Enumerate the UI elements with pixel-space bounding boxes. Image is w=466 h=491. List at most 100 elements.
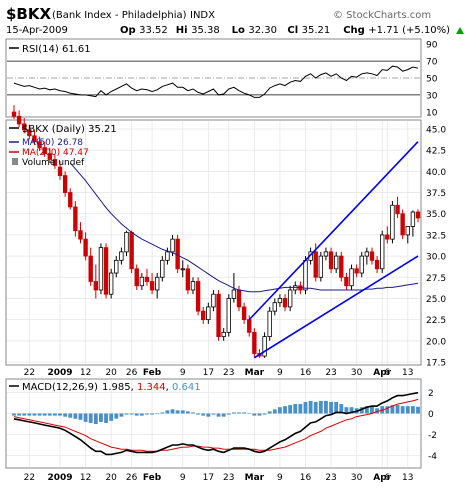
x-tick-label: 9 <box>277 473 283 483</box>
candle-body <box>37 141 42 149</box>
price-tick-label: 35.0 <box>426 210 446 220</box>
candle <box>415 209 421 223</box>
header-stat-label: Op <box>120 25 139 36</box>
macd-histogram-bar <box>339 404 344 414</box>
candle-body <box>287 289 293 308</box>
x-tick-label: 16 <box>300 368 312 378</box>
candle <box>221 328 226 341</box>
macd-histogram-bar <box>22 413 27 416</box>
price-layer: 45.0 42.5 40.0 37.5 35.0 32.5 30.0 27.5 25.0 22.5… <box>7 105 446 369</box>
candle <box>206 302 211 324</box>
candle-body <box>262 336 267 357</box>
header-stat-lo: Lo 32.30 <box>232 25 277 36</box>
header-stat-label: Hi <box>176 25 191 36</box>
rsi-tick-label: 90 <box>426 41 438 51</box>
candle <box>241 302 247 324</box>
price-panel <box>5 119 422 366</box>
macd-signal-line <box>13 398 419 452</box>
candle <box>349 264 354 290</box>
candle-body <box>252 331 257 354</box>
candle-body <box>165 251 170 261</box>
price-tick-label: 45.0 <box>426 126 446 136</box>
macd-legend: MACD(12,26,9) 1.985, 1.344, 0.641 <box>22 382 201 393</box>
candle <box>272 298 278 316</box>
candle <box>83 232 88 261</box>
candle-body <box>359 255 364 274</box>
header-symbol: $BKX <box>6 5 51 23</box>
candle <box>22 117 27 134</box>
x-tick-label: 26 <box>126 473 138 483</box>
macd-histogram-bar <box>237 412 241 414</box>
candle <box>180 260 185 278</box>
macd-histogram-bar <box>73 413 78 419</box>
macd-histogram-bar <box>170 409 175 414</box>
x-tick-label: 12 <box>80 473 91 483</box>
macd-histogram-bar <box>201 413 206 416</box>
candle <box>52 154 58 169</box>
macd-histogram-bar <box>17 413 22 416</box>
macd-histogram-bar <box>364 406 369 414</box>
macd-histogram-bar <box>165 410 170 414</box>
candle-body <box>206 306 211 321</box>
candle-body <box>98 247 104 291</box>
candle <box>42 141 47 157</box>
candle <box>175 234 180 274</box>
macd-histogram-bar <box>32 413 37 416</box>
candle <box>16 110 22 128</box>
candle-body <box>369 251 375 261</box>
x-tick-label: 20 <box>105 368 117 378</box>
macd-histogram-bar <box>88 413 93 423</box>
candle <box>114 256 119 278</box>
macd-histogram-bar <box>252 413 257 416</box>
macd-histogram-bar <box>191 412 195 414</box>
candle-body <box>380 234 385 270</box>
macd-histogram-bar <box>410 406 415 414</box>
macd-histogram-bar <box>37 413 42 416</box>
candle-body <box>57 166 63 177</box>
macd-histogram-bar <box>129 413 134 415</box>
macd-histogram-bar <box>267 411 272 414</box>
candle-body <box>231 289 237 299</box>
macd-histogram-bar <box>93 413 98 424</box>
macd-histogram-bar <box>196 413 201 415</box>
candle-body <box>339 255 344 278</box>
candle <box>160 256 165 282</box>
candle-body <box>190 281 196 291</box>
macd-histogram-bar <box>150 413 154 415</box>
rsi-line <box>13 65 419 98</box>
candle <box>144 268 150 286</box>
candle <box>134 264 139 290</box>
header-stat-hi: Hi 35.38 <box>176 25 220 36</box>
price-tick-label: 22.5 <box>426 316 446 326</box>
candle <box>32 129 37 146</box>
macd-histogram-bar <box>298 404 303 414</box>
macd-line <box>13 391 419 456</box>
rsi-tick-label: 30 <box>426 91 438 101</box>
candle-body <box>385 234 390 240</box>
macd-histogram-bar <box>231 412 236 414</box>
x-tick-label: 30 <box>351 473 363 483</box>
header-stat-label: Lo <box>232 25 249 36</box>
x-tick-label: 6 <box>384 368 390 378</box>
ma50-line <box>69 162 419 293</box>
x-tick-label: 9 <box>277 368 283 378</box>
macd-legend-name: MACD(12,26,9) <box>22 382 98 393</box>
candle-body <box>180 268 185 271</box>
candle <box>380 230 385 274</box>
rsi-tick-label: 10 <box>426 108 438 118</box>
macd-histogram-bar <box>99 413 103 422</box>
macd-histogram-bar <box>375 408 380 414</box>
candle <box>103 243 109 299</box>
candle-body <box>354 268 359 274</box>
price-tick-label: 42.5 <box>426 147 446 157</box>
candle <box>47 147 52 163</box>
macd-histogram-bar <box>78 413 83 420</box>
macd-histogram-bar <box>109 413 114 421</box>
candle-body <box>313 251 318 278</box>
candle-body <box>282 298 288 308</box>
candle-body <box>395 204 400 215</box>
header-stat-label: Chg <box>343 25 368 36</box>
macd-histogram-bar <box>206 413 211 417</box>
macd-histogram-bar <box>155 413 160 414</box>
